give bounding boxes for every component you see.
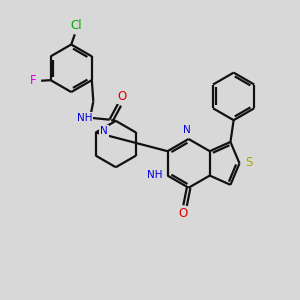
Text: NH: NH xyxy=(77,113,93,123)
Text: F: F xyxy=(29,74,36,87)
Text: O: O xyxy=(117,90,127,103)
Text: S: S xyxy=(245,156,253,169)
Text: O: O xyxy=(179,207,188,220)
Text: Cl: Cl xyxy=(70,19,82,32)
Text: N: N xyxy=(183,125,191,135)
Text: NH: NH xyxy=(147,170,163,180)
Text: N: N xyxy=(100,126,108,136)
